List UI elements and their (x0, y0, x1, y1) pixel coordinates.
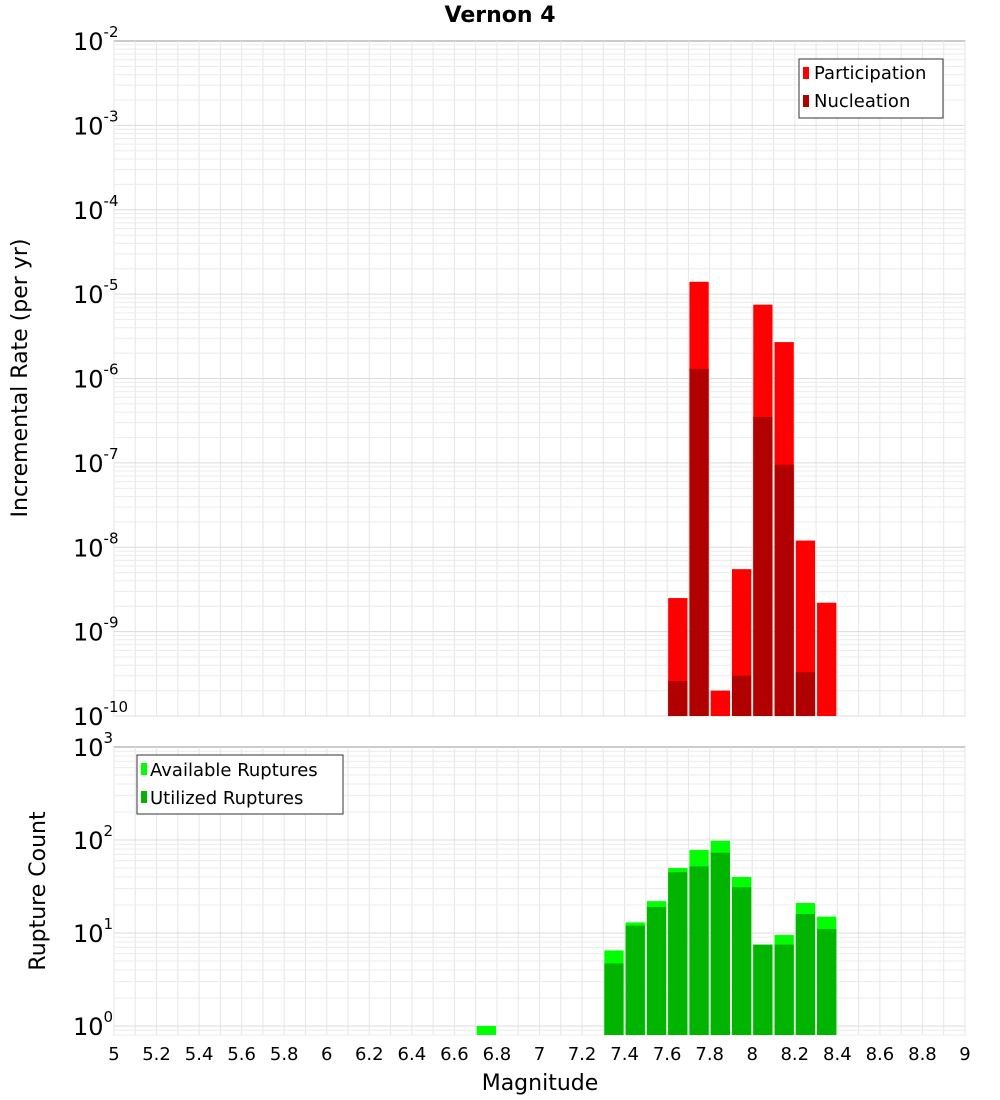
x-tick-label: 7.8 (695, 1044, 724, 1065)
count-bar (689, 866, 709, 1035)
x-tick-label: 6 (321, 1044, 332, 1065)
count-y-tick-label: 101 (73, 915, 113, 948)
x-tick-label: 9 (959, 1044, 970, 1065)
rate-bar (753, 416, 773, 716)
count-bars (476, 840, 837, 1035)
count-bar (817, 929, 837, 1035)
rate-legend: Participation Nucleation (798, 58, 944, 119)
utilized-legend-label: Utilized Ruptures (150, 788, 303, 809)
x-tick-label: 5.6 (227, 1044, 256, 1065)
rate-y-tick-label: 10-5 (73, 276, 119, 309)
rate-y-tick-label: 10-4 (73, 192, 119, 225)
rate-y-tick-label: 10-8 (73, 529, 119, 562)
x-tick-label: 7 (534, 1044, 545, 1065)
rate-bars (668, 281, 837, 716)
count-y-axis-label: Rupture Count (26, 811, 51, 971)
nucleation-legend-swatch (803, 95, 809, 107)
utilized-legend-swatch (141, 791, 147, 803)
x-tick-label: 8.6 (866, 1044, 895, 1065)
x-tick-label: 6.2 (355, 1044, 384, 1065)
count-legend-box (136, 754, 344, 815)
count-bar (795, 914, 816, 1035)
count-bar (668, 872, 688, 1035)
rate-bar (817, 602, 837, 716)
count-bar (710, 852, 730, 1035)
count-bar (604, 963, 624, 1035)
participation-legend-label: Participation (814, 63, 926, 84)
chart-title: Vernon 4 (445, 3, 556, 28)
x-tick-label: 5.8 (270, 1044, 299, 1065)
rate-bar (710, 690, 730, 716)
count-bar (476, 1025, 496, 1035)
count-bar (753, 944, 773, 1035)
rate-grid (113, 41, 966, 717)
participation-legend-swatch (803, 67, 809, 79)
x-tick-label: 5 (108, 1044, 119, 1065)
count-y-tick-label: 103 (73, 729, 113, 762)
count-legend: Available Ruptures Utilized Ruptures (136, 754, 344, 815)
rate-panel: 10-2 10-3 10-4 10-5 10-6 10-7 10-8 10-9 10-10 In… (8, 23, 966, 731)
available-legend-label: Available Ruptures (150, 760, 318, 781)
x-tick-label: 5.2 (142, 1044, 171, 1065)
rate-y-axis-label: Incremental Rate (per yr) (8, 239, 33, 518)
x-tick-label: 8.8 (908, 1044, 937, 1065)
x-tick-label: 5.4 (185, 1044, 214, 1065)
count-bar (774, 944, 794, 1035)
rate-bar (668, 680, 688, 716)
magnitude-x-ticks: 5 5.2 5.4 5.6 5.8 6 6.2 6.4 6.6 6.8 7 7.2 7.4 7.6 7.8 8… (108, 1044, 970, 1065)
rate-bar (795, 540, 816, 716)
rate-y-tick-label: 10-3 (73, 107, 119, 140)
x-tick-label: 7.6 (653, 1044, 682, 1065)
x-tick-label: 7.2 (568, 1044, 597, 1065)
rate-y-tick-label: 10-6 (73, 361, 119, 394)
count-y-ticks: 103 102 101 100 (73, 729, 113, 1041)
nucleation-legend-label: Nucleation (814, 91, 910, 112)
x-tick-label: 8.2 (780, 1044, 809, 1065)
rate-y-tick-label: 10-2 (73, 23, 119, 56)
rate-bar (795, 672, 816, 716)
rate-y-tick-label: 10-7 (73, 445, 119, 478)
x-tick-label: 6.6 (440, 1044, 469, 1065)
x-tick-label: 8 (747, 1044, 758, 1065)
x-tick-label: 7.4 (610, 1044, 639, 1065)
rate-y-tick-label: 10-10 (73, 698, 128, 731)
rate-y-tick-label: 10-9 (73, 614, 119, 647)
count-bar (646, 907, 667, 1035)
count-y-tick-label: 100 (73, 1008, 113, 1041)
count-bar (625, 925, 645, 1035)
x-tick-label: 6.8 (483, 1044, 512, 1065)
x-tick-label: 6.4 (398, 1044, 427, 1065)
x-tick-label: 8.4 (823, 1044, 852, 1065)
rate-bar (774, 464, 794, 716)
count-y-tick-label: 102 (73, 822, 113, 855)
rate-bar (731, 675, 752, 716)
count-bar (731, 887, 752, 1035)
count-panel: 103 102 101 100 Rupture Count Available Rup… (26, 729, 971, 1096)
rate-y-ticks: 10-2 10-3 10-4 10-5 10-6 10-7 10-8 10-9 10-10 (73, 23, 128, 731)
rate-bar (689, 368, 709, 716)
available-legend-swatch (141, 763, 147, 775)
rate-legend-box (798, 58, 944, 119)
x-axis-label: Magnitude (482, 1071, 599, 1096)
